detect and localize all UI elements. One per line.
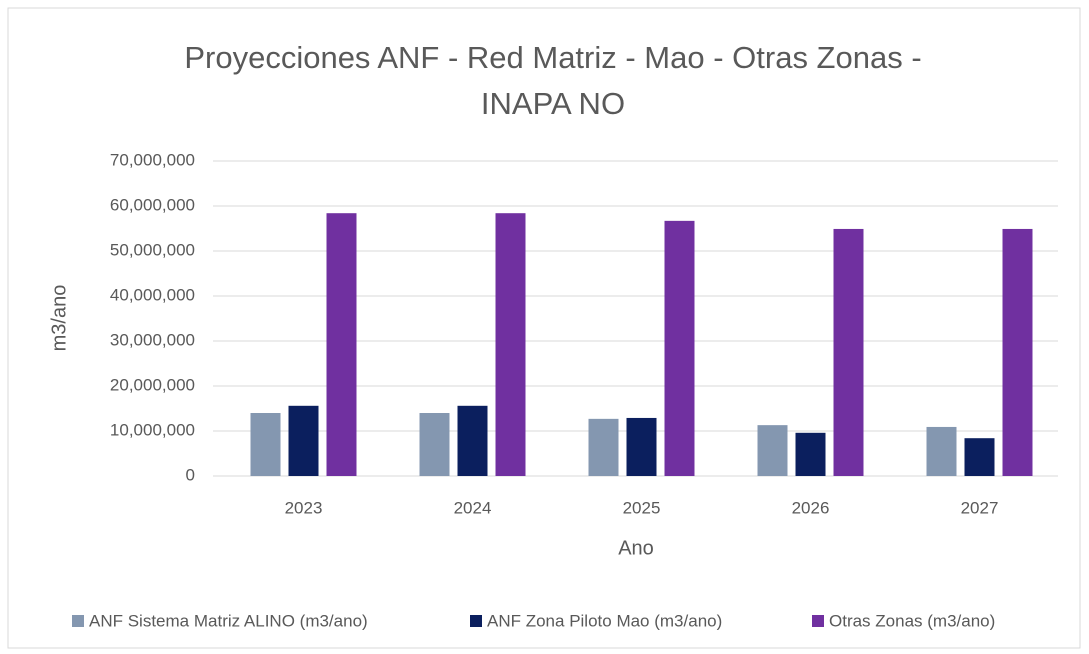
bar	[326, 213, 357, 476]
bar	[795, 432, 826, 476]
legend-swatch	[72, 615, 84, 627]
bar	[757, 425, 788, 476]
bar	[626, 417, 657, 476]
bar	[419, 413, 450, 476]
x-tick-label: 2026	[792, 498, 830, 517]
bar	[926, 426, 957, 476]
x-tick-label: 2023	[285, 498, 323, 517]
x-tick-label: 2027	[961, 498, 999, 517]
y-axis-label: m3/ano	[48, 285, 70, 352]
y-tick-label: 40,000,000	[110, 285, 195, 304]
legend-label: ANF Sistema Matriz ALINO (m3/ano)	[89, 611, 368, 630]
bar	[664, 220, 695, 476]
bar	[1002, 228, 1033, 476]
y-tick-label: 30,000,000	[110, 330, 195, 349]
x-tick-label: 2024	[454, 498, 492, 517]
y-tick-label: 50,000,000	[110, 240, 195, 259]
y-tick-label: 20,000,000	[110, 375, 195, 394]
bar	[288, 405, 319, 476]
chart-title: Proyecciones ANF - Red Matriz - Mao - Ot…	[184, 40, 921, 75]
bar	[457, 405, 488, 476]
bar	[964, 438, 995, 476]
x-tick-label: 2025	[623, 498, 661, 517]
bar	[495, 213, 526, 476]
legend-label: ANF Zona Piloto Mao (m3/ano)	[487, 611, 722, 630]
chart-frame	[7, 7, 1081, 649]
legend-swatch	[470, 615, 482, 627]
bar	[833, 228, 864, 476]
y-tick-label: 60,000,000	[110, 195, 195, 214]
legend-swatch	[812, 615, 824, 627]
x-axis-label: Ano	[618, 537, 654, 559]
legend-label: Otras Zonas (m3/ano)	[829, 611, 995, 630]
y-tick-label: 0	[186, 465, 195, 484]
bar	[250, 413, 281, 476]
bar	[588, 418, 619, 476]
y-tick-label: 10,000,000	[110, 420, 195, 439]
chart-title: INAPA NO	[481, 86, 625, 121]
y-tick-label: 70,000,000	[110, 150, 195, 169]
